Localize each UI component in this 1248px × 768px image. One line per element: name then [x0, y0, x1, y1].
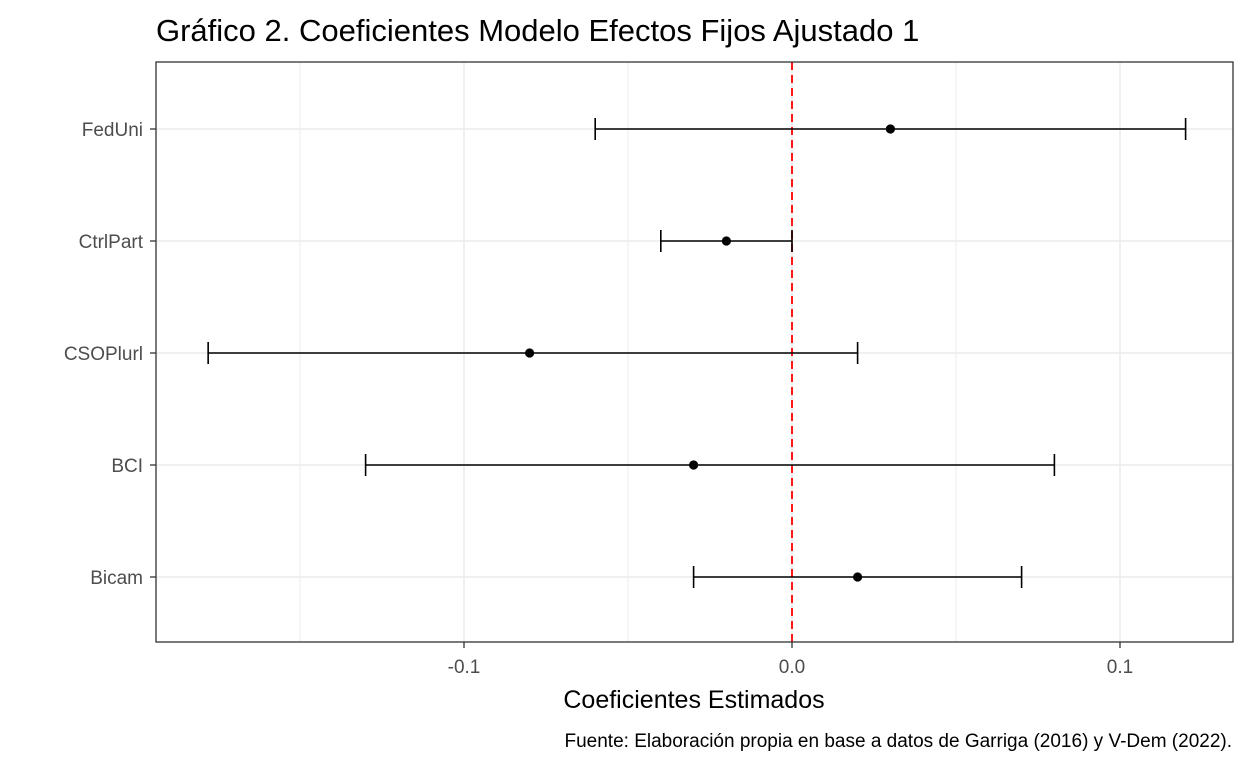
coefficient-point: [721, 236, 732, 246]
x-axis-title: Coeficientes Estimados: [563, 686, 824, 714]
x-tick-label: 0.1: [1107, 657, 1133, 678]
coefficient-point: [525, 348, 535, 358]
x-axis: -0.1 0.0 0.1: [448, 642, 1133, 678]
y-axis: FedUni CtrlPart CSOPlurl BCI Bicam: [64, 120, 156, 589]
grid-lines: [156, 62, 1233, 642]
error-bar-csoplurl: [207, 342, 859, 364]
error-bar-ctrlpart: [659, 230, 793, 252]
plot-panel-border: [155, 61, 1234, 643]
chart-title: Gráfico 2. Coeficientes Modelo Efectos F…: [156, 13, 920, 48]
error-bar-feduni: [594, 118, 1187, 140]
x-tick-label: 0.0: [779, 657, 805, 678]
coefficient-point: [885, 124, 896, 134]
y-tick-label: FedUni: [82, 120, 143, 141]
error-bars-group: [207, 118, 1187, 588]
y-tick-label: CtrlPart: [79, 232, 144, 253]
y-tick-label: CSOPlurl: [64, 344, 143, 365]
error-bar-bicam: [692, 566, 1023, 588]
source-caption: Fuente: Elaboración propia en base a dat…: [564, 731, 1233, 752]
error-bar-bci: [364, 454, 1056, 476]
y-tick-label: BCI: [111, 456, 143, 477]
coefficient-point: [689, 460, 699, 470]
y-tick-label: Bicam: [90, 568, 143, 589]
coefficient-point: [853, 572, 863, 582]
x-tick-label: -0.1: [448, 657, 481, 678]
